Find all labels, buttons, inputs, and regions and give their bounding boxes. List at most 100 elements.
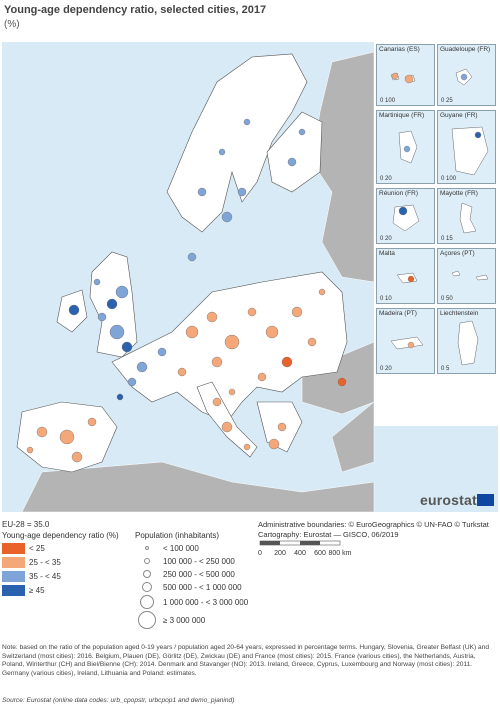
city-marker	[212, 397, 222, 407]
scale-tick-label: 600	[314, 550, 326, 557]
ratio-swatch	[2, 585, 25, 596]
city-marker	[185, 325, 199, 339]
inset-scale: 0 20	[380, 176, 392, 182]
city-marker	[93, 278, 101, 286]
city-marker	[106, 298, 118, 310]
population-label: 500 000 - < 1 000 000	[163, 583, 242, 592]
population-circle-icon	[140, 595, 154, 609]
inset-liechtenstein[interactable]: Liechtenstein 0 5	[437, 308, 496, 374]
city-marker	[36, 426, 48, 438]
city-marker	[221, 421, 233, 433]
population-label: 1 000 000 - < 3 000 000	[163, 598, 249, 607]
inset-mayotte[interactable]: Mayotte (FR) 0 15	[437, 188, 496, 244]
inset-scale: 0 10	[380, 296, 392, 302]
inset-reunion[interactable]: Réunion (FR) 0 20	[376, 188, 435, 244]
inset-scale: 0 15	[441, 236, 453, 242]
inset-label: Réunion (FR)	[379, 190, 419, 197]
city-marker	[59, 429, 75, 445]
city-marker	[247, 307, 257, 317]
city-marker	[277, 422, 287, 432]
inset-canarias[interactable]: Canarias (ES) 0 100	[376, 44, 435, 106]
city-marker	[97, 312, 107, 322]
turkey-black-sea-coast	[301, 341, 375, 415]
city-marker	[218, 148, 226, 156]
city-marker	[237, 187, 247, 197]
inset-scale: 0 20	[380, 236, 392, 242]
city-marker	[177, 367, 187, 377]
inset-scale: 0 100	[441, 176, 457, 182]
population-legend-title: Population (inhabitants)	[135, 531, 220, 540]
inset-scale: 0 25	[441, 98, 453, 104]
inset-madeira[interactable]: Madeira (PT) 0 20	[376, 308, 435, 374]
city-marker	[221, 211, 233, 223]
city-marker	[26, 446, 34, 454]
city-marker	[116, 393, 124, 401]
scale-bar: 0 200 400 600 800 km	[258, 540, 352, 557]
inset-scale: 0 50	[441, 296, 453, 302]
city-marker	[337, 377, 347, 387]
inset-guyane[interactable]: Guyane (FR) 0 100	[437, 110, 496, 184]
population-circle-icon	[144, 558, 150, 564]
ratio-label: 25 - < 35	[29, 558, 61, 567]
ratio-swatch	[2, 543, 25, 554]
inset-scale: 0 5	[441, 366, 450, 372]
city-marker	[257, 372, 267, 382]
main-map[interactable]	[2, 42, 498, 512]
inset-malta[interactable]: Malta 0 10	[376, 248, 435, 304]
scale-tick-label: 200	[274, 550, 286, 557]
city-marker	[136, 361, 148, 373]
inset-guadeloupe[interactable]: Guadeloupe (FR) 0 25	[437, 44, 496, 106]
map-title: Young-age dependency ratio, selected cit…	[4, 4, 267, 16]
city-marker	[71, 451, 83, 463]
city-marker	[243, 443, 251, 451]
city-marker	[197, 187, 207, 197]
inset-label: Guadeloupe (FR)	[440, 46, 491, 53]
ratio-label: 35 - < 45	[29, 572, 61, 581]
north-africa	[21, 461, 375, 512]
ratio-swatch	[2, 557, 25, 568]
scale-tick-label: 800 km	[329, 550, 352, 557]
ratio-label: ≥ 45	[29, 586, 45, 595]
city-marker	[287, 157, 297, 167]
italy	[196, 381, 258, 458]
population-label: < 100 000	[163, 544, 199, 553]
inset-label: Madeira (PT)	[379, 310, 417, 317]
cartography-credit: Cartography: Eurostat — GISCO, 06/2019	[258, 530, 399, 539]
russia-belarus-ukraine	[311, 51, 375, 283]
city-marker	[224, 334, 240, 350]
map-frame: Canarias (ES) 0 100 Guadeloupe (FR) 0 25…	[2, 42, 498, 512]
inset-martinique[interactable]: Martinique (FR) 0 20	[376, 110, 435, 184]
city-marker	[157, 347, 167, 357]
footnote: Note: based on the ratio of the populati…	[2, 644, 490, 677]
city-marker	[265, 325, 279, 339]
eu28-average: EU-28 = 35.0	[2, 520, 50, 529]
inset-panel: Canarias (ES) 0 100 Guadeloupe (FR) 0 25…	[374, 42, 498, 426]
eurostat-logo: eurostat	[420, 492, 477, 508]
scale-tick-label: 0	[258, 550, 262, 557]
city-marker	[291, 306, 303, 318]
inset-label: Guyane (FR)	[440, 112, 478, 119]
city-marker	[87, 417, 97, 427]
ratio-label: < 25	[29, 544, 45, 553]
city-marker	[121, 341, 133, 353]
population-circle-icon	[138, 611, 156, 629]
credits: Administrative boundaries: © EuroGeograp…	[258, 520, 489, 540]
city-marker	[307, 337, 317, 347]
population-label: 250 000 - < 500 000	[163, 570, 235, 579]
finland	[266, 111, 323, 193]
inset-acores[interactable]: Açores (PT) 0 50	[437, 248, 496, 304]
middle-east	[331, 401, 375, 473]
eu-land	[16, 53, 348, 473]
population-circle-icon	[145, 546, 149, 550]
population-circle-icon	[143, 570, 151, 578]
city-marker	[268, 438, 280, 450]
city-marker	[127, 377, 137, 387]
city-marker	[109, 324, 125, 340]
city-marker	[206, 311, 218, 323]
scale-tick-label: 400	[294, 550, 306, 557]
city-marker	[187, 252, 197, 262]
inset-label: Martinique (FR)	[379, 112, 425, 119]
population-label: ≥ 3 000 000	[163, 616, 206, 625]
city-marker	[68, 304, 80, 316]
inset-scale: 0 100	[380, 98, 396, 104]
